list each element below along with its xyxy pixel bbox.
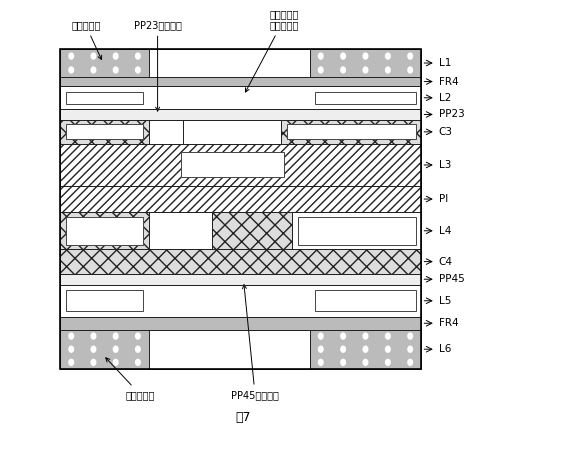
- Ellipse shape: [363, 67, 368, 73]
- Text: PP23: PP23: [439, 109, 464, 120]
- Text: 预开盖区域: 预开盖区域: [106, 358, 155, 400]
- Ellipse shape: [113, 359, 118, 365]
- Ellipse shape: [113, 333, 118, 339]
- Ellipse shape: [386, 333, 390, 339]
- Ellipse shape: [91, 359, 96, 365]
- Bar: [60, 86, 422, 109]
- Ellipse shape: [318, 53, 323, 59]
- Ellipse shape: [113, 346, 118, 352]
- Ellipse shape: [408, 333, 412, 339]
- Ellipse shape: [386, 359, 390, 365]
- Text: 激光切割缝
（连接点）: 激光切割缝 （连接点）: [245, 9, 298, 92]
- Ellipse shape: [135, 67, 140, 73]
- Ellipse shape: [135, 346, 140, 352]
- Ellipse shape: [408, 53, 412, 59]
- Bar: [292, 212, 422, 250]
- Text: 图7: 图7: [236, 410, 251, 424]
- Bar: [149, 330, 310, 369]
- Ellipse shape: [341, 346, 346, 352]
- Bar: [66, 290, 143, 311]
- Ellipse shape: [386, 53, 390, 59]
- Bar: [60, 250, 422, 274]
- Ellipse shape: [69, 333, 74, 339]
- Ellipse shape: [408, 67, 412, 73]
- Bar: [60, 330, 149, 369]
- Bar: [60, 317, 422, 330]
- Ellipse shape: [135, 333, 140, 339]
- Bar: [316, 92, 416, 104]
- Bar: [66, 217, 143, 245]
- Text: L4: L4: [439, 226, 451, 236]
- Bar: [316, 290, 416, 311]
- Ellipse shape: [113, 53, 118, 59]
- Text: 预开盖区域: 预开盖区域: [71, 21, 102, 60]
- Ellipse shape: [91, 346, 96, 352]
- Ellipse shape: [386, 67, 390, 73]
- Ellipse shape: [318, 67, 323, 73]
- Bar: [310, 330, 422, 369]
- Text: PP23开窗区域: PP23开窗区域: [134, 21, 182, 111]
- Ellipse shape: [113, 67, 118, 73]
- Bar: [281, 120, 422, 144]
- Ellipse shape: [69, 53, 74, 59]
- Text: L6: L6: [439, 344, 451, 354]
- Ellipse shape: [135, 53, 140, 59]
- Bar: [60, 49, 422, 369]
- Ellipse shape: [363, 346, 368, 352]
- Bar: [60, 186, 422, 212]
- Ellipse shape: [363, 359, 368, 365]
- Bar: [310, 49, 422, 77]
- Ellipse shape: [69, 346, 74, 352]
- Ellipse shape: [318, 346, 323, 352]
- Text: PI: PI: [439, 194, 448, 204]
- Text: L3: L3: [439, 160, 451, 170]
- Ellipse shape: [341, 359, 346, 365]
- Ellipse shape: [341, 53, 346, 59]
- Ellipse shape: [408, 346, 412, 352]
- Bar: [60, 144, 422, 186]
- Bar: [287, 124, 416, 139]
- Ellipse shape: [341, 67, 346, 73]
- Bar: [149, 49, 310, 77]
- Text: L1: L1: [439, 58, 451, 68]
- Ellipse shape: [363, 53, 368, 59]
- Bar: [60, 109, 422, 120]
- Bar: [184, 120, 281, 144]
- Ellipse shape: [69, 359, 74, 365]
- Bar: [149, 120, 184, 144]
- Bar: [60, 120, 149, 144]
- Bar: [298, 217, 416, 245]
- Bar: [60, 274, 422, 285]
- Bar: [60, 212, 149, 250]
- Text: PP45: PP45: [439, 274, 464, 284]
- Ellipse shape: [341, 333, 346, 339]
- Ellipse shape: [318, 359, 323, 365]
- Ellipse shape: [69, 67, 74, 73]
- Bar: [149, 212, 212, 250]
- Text: C4: C4: [439, 257, 453, 266]
- Ellipse shape: [91, 53, 96, 59]
- Text: FR4: FR4: [439, 76, 458, 87]
- Ellipse shape: [408, 359, 412, 365]
- Text: L5: L5: [439, 296, 451, 306]
- Ellipse shape: [363, 333, 368, 339]
- Bar: [60, 49, 149, 77]
- Text: PP45开窗区域: PP45开窗区域: [231, 285, 279, 400]
- Bar: [60, 285, 422, 317]
- Text: L2: L2: [439, 93, 451, 103]
- Bar: [212, 212, 292, 250]
- Bar: [66, 92, 143, 104]
- Ellipse shape: [135, 359, 140, 365]
- Bar: [60, 77, 422, 86]
- Text: C3: C3: [439, 127, 453, 137]
- Ellipse shape: [91, 67, 96, 73]
- Ellipse shape: [318, 333, 323, 339]
- Text: FR4: FR4: [439, 318, 458, 328]
- Bar: [181, 152, 284, 177]
- Ellipse shape: [386, 346, 390, 352]
- Ellipse shape: [91, 333, 96, 339]
- Bar: [66, 124, 143, 139]
